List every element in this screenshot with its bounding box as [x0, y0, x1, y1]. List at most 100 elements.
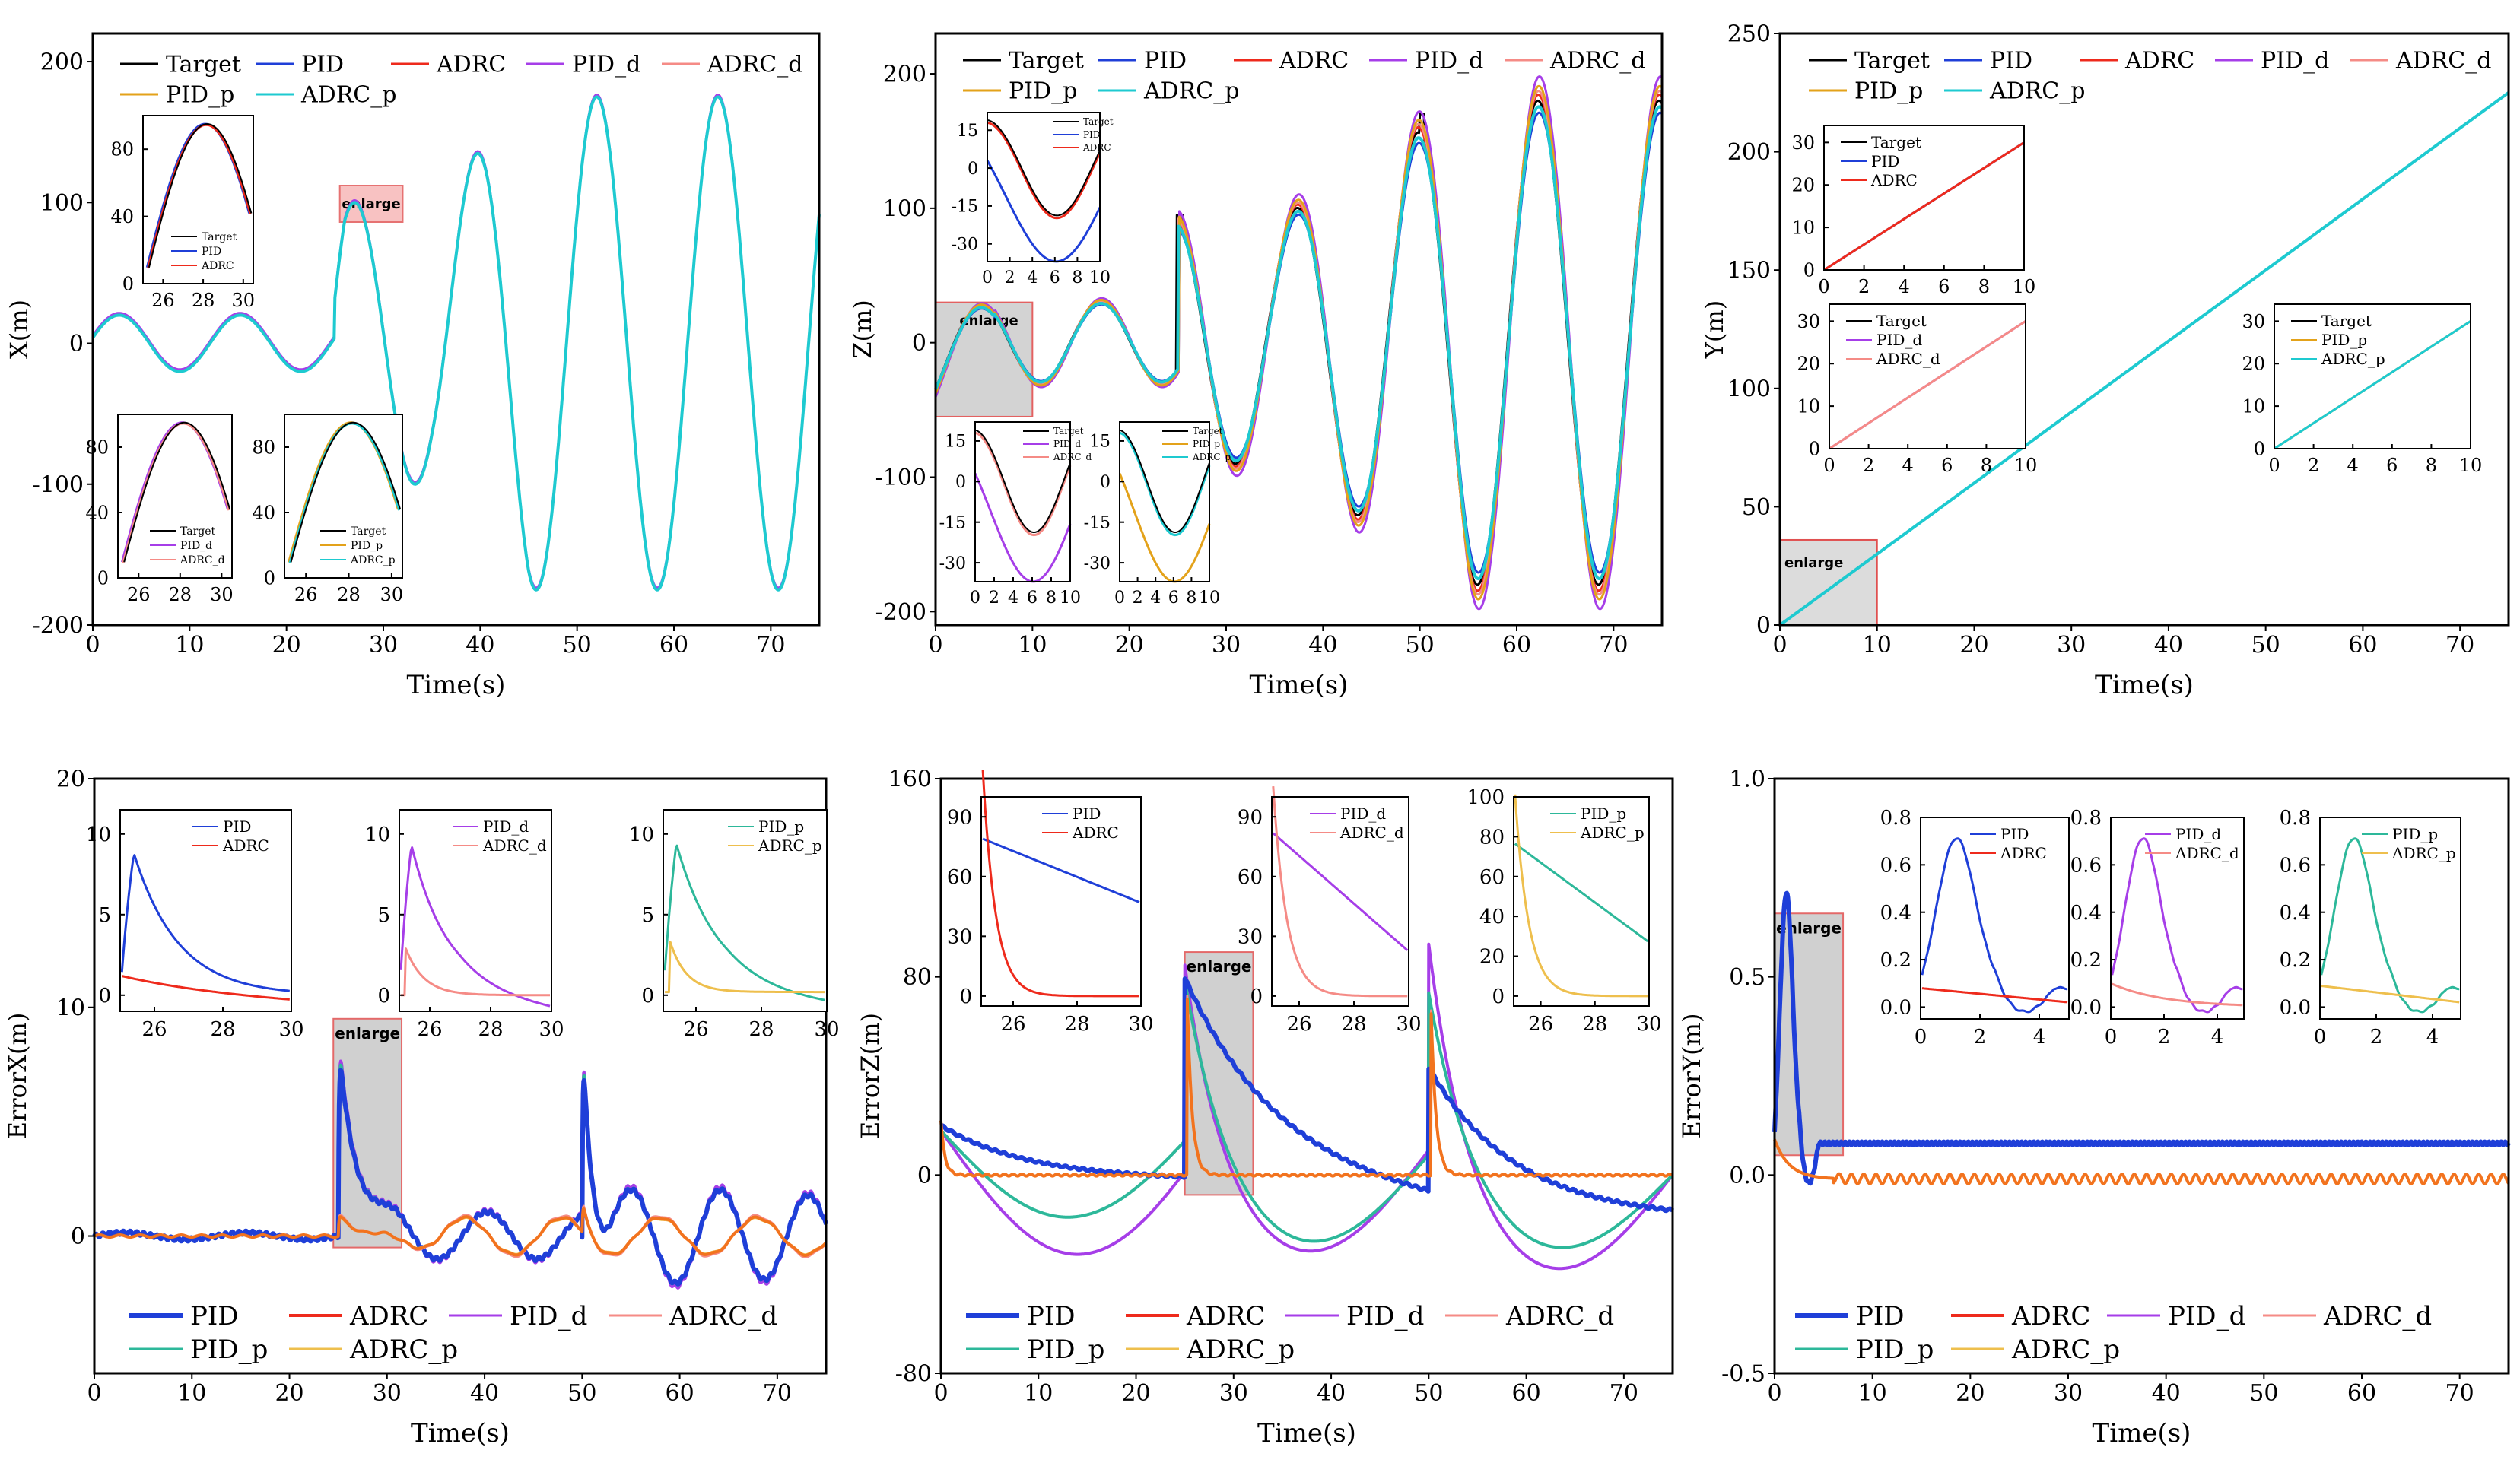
- legend-label: PID_d: [572, 52, 640, 78]
- x-tick-label: 10: [1018, 632, 1047, 658]
- enlarge-label: enlarge: [335, 1024, 400, 1042]
- inset-series-a: [663, 844, 826, 1001]
- inset-series-target: [148, 123, 253, 268]
- x-tick-label: 28: [478, 1018, 503, 1041]
- inset-bg: [2274, 304, 2471, 449]
- x-tick-label: 30: [1636, 1013, 1661, 1036]
- y-tick-label: 100: [1727, 376, 1771, 402]
- x-tick-label: 20: [272, 632, 301, 658]
- inset-legend-label: Target: [2321, 312, 2372, 330]
- inset-bg: [1829, 304, 2026, 449]
- legend-label: PID_p: [1856, 1334, 1934, 1365]
- inset-series-b: [1823, 141, 2025, 271]
- y-tick-label: 5: [641, 904, 654, 927]
- y-tick-label: 30: [947, 925, 972, 948]
- inset-bg: [1514, 797, 1649, 1006]
- y-tick-label: 0: [2254, 438, 2265, 459]
- series-PID: [939, 976, 1675, 1214]
- x-tick-label: 28: [192, 290, 215, 311]
- axes-frame: [93, 777, 828, 1375]
- inset-legend-label: PID: [2000, 825, 2029, 843]
- legend-label: ADRC_p: [300, 82, 396, 109]
- legend-label: ADRC_d: [2323, 1301, 2432, 1331]
- x-tick-label: 2: [1005, 268, 1015, 287]
- x-tick-label: 10: [1858, 1380, 1887, 1407]
- x-tick-label: 26: [294, 584, 318, 605]
- legend-label: ADRC: [1279, 48, 1349, 75]
- x-tick-label: 20: [1956, 1380, 1985, 1407]
- inset-bg: [2320, 817, 2461, 1019]
- y-tick-label: 100: [40, 190, 84, 217]
- x-axis-label: Time(s): [1257, 1418, 1356, 1449]
- y-tick-label: 0.5: [1729, 964, 1765, 991]
- x-tick-label: 2: [2370, 1026, 2383, 1049]
- x-tick-label: 8: [1072, 268, 1082, 287]
- y-tick-label: 10: [365, 824, 390, 846]
- enlarge-label: enlarge: [1784, 555, 1843, 571]
- legend-label: ADRC_d: [707, 52, 802, 78]
- x-tick-label: 10: [1089, 268, 1111, 287]
- enlarge-box: [1779, 538, 1878, 627]
- series-PID_d: [939, 942, 1674, 1271]
- x-tick-label: 30: [1128, 1013, 1153, 1036]
- legend-label: ADRC_p: [1143, 78, 1239, 105]
- y-tick-label: 150: [1727, 258, 1771, 284]
- axes-frame: [939, 777, 1674, 1375]
- x-tick-label: 60: [659, 632, 688, 658]
- inset-frame: [1829, 303, 2026, 449]
- inset-frame: [1271, 796, 1409, 1007]
- x-tick-label: 0: [2105, 1026, 2118, 1049]
- y-tick-label: 0: [377, 985, 390, 1008]
- x-tick-label: 10: [1060, 589, 1081, 608]
- x-tick-label: 28: [748, 1018, 774, 1041]
- y-tick-label: 10: [1797, 396, 1820, 417]
- y-tick-label: 0: [1803, 259, 1815, 281]
- y-tick-label: 0.0: [1880, 997, 1911, 1020]
- x-tick-label: 0: [2314, 1026, 2327, 1049]
- inset-legend-label: Target: [1876, 312, 1927, 330]
- y-tick-label: 100: [883, 195, 926, 222]
- inset-series-b: [2112, 982, 2243, 1007]
- x-axis-label: Time(s): [2095, 670, 2194, 700]
- inset-series-target: [1119, 429, 1210, 534]
- y-tick-label: 0: [1756, 613, 1771, 639]
- inset-frame: [2110, 817, 2245, 1020]
- y-tick-label: 20: [56, 766, 85, 793]
- x-tick-label: 70: [763, 1380, 792, 1407]
- y-tick-label: 0: [69, 331, 84, 357]
- x-tick-label: 28: [169, 584, 192, 605]
- inset-legend-label: ADRC: [2000, 844, 2047, 862]
- legend: Target PID ADRC PID_d ADRC_d PID_p ADRC_p: [963, 48, 1645, 105]
- inset-frame: [2319, 817, 2461, 1020]
- x-tick-label: 0: [85, 632, 100, 658]
- series-ADRC_d: [94, 1204, 828, 1258]
- inset-bg: [2111, 817, 2244, 1019]
- y-tick-label: 200: [883, 62, 926, 88]
- x-tick-label: 0: [1767, 1380, 1781, 1407]
- x-tick-label: 70: [2445, 1380, 2474, 1407]
- y-tick-label: 0: [959, 985, 972, 1008]
- inset-legend-label: ADRC: [1082, 142, 1111, 153]
- inset-legend-label: Target: [1053, 426, 1084, 436]
- legend-label: PID: [1856, 1301, 1905, 1331]
- inset-series-b: [1272, 785, 1408, 998]
- inset-legend-label: ADRC_p: [2391, 844, 2456, 862]
- x-tick-label: 0: [1772, 632, 1787, 658]
- x-tick-label: 40: [1317, 1380, 1346, 1407]
- y-tick-label: 0: [968, 160, 978, 179]
- inset-series-b: [1119, 431, 1211, 537]
- y-tick-label: 90: [947, 806, 972, 829]
- y-tick-label: 30: [1238, 925, 1263, 948]
- inset-series-a: [399, 846, 551, 1008]
- inset-series-a: [1118, 473, 1211, 583]
- inset-legend-label: ADRC_d: [482, 836, 547, 855]
- axes-frame: [1773, 777, 2510, 1375]
- inset-series-b: [987, 121, 1101, 220]
- x-tick-label: 2: [989, 589, 999, 608]
- x-tick-label: 4: [2211, 1026, 2224, 1049]
